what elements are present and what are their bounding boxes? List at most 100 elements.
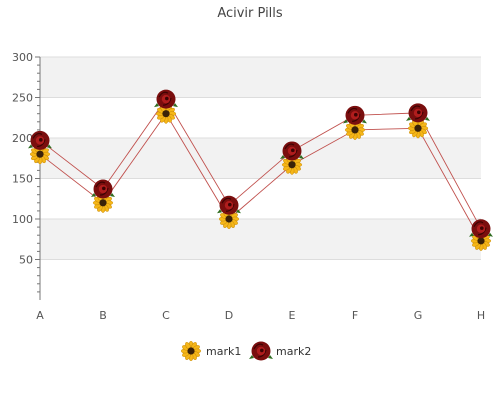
legend-label-2: mark2 bbox=[276, 345, 311, 358]
x-tick-label: A bbox=[36, 309, 44, 322]
data-point-mark2-B bbox=[91, 179, 115, 199]
rose-fold bbox=[351, 114, 361, 122]
y-tick-label: 50 bbox=[19, 254, 33, 267]
series-lines bbox=[39, 98, 482, 242]
rose-core bbox=[39, 138, 43, 142]
rose-leaf bbox=[299, 154, 304, 159]
legend-item-2[interactable]: mark2 bbox=[249, 341, 311, 361]
legend-label-1: mark1 bbox=[206, 345, 241, 358]
rose-core bbox=[228, 202, 232, 207]
rose-core bbox=[354, 112, 358, 117]
rose-icon bbox=[249, 341, 273, 361]
axes: 50 100 150 200 250 300 A B C D E F G H bbox=[12, 51, 485, 322]
data-point-mark2-D bbox=[217, 195, 241, 215]
rose-fold bbox=[162, 97, 172, 106]
plot-band bbox=[40, 219, 481, 260]
rose-leaf bbox=[343, 119, 348, 124]
data-point-mark2-C bbox=[154, 89, 178, 109]
data-point-mark2-F bbox=[343, 105, 367, 125]
data-point-mark2-G bbox=[406, 103, 430, 123]
x-tick-label: B bbox=[99, 309, 107, 322]
y-tick-label: 150 bbox=[12, 173, 33, 186]
data-point-mark1-C bbox=[155, 103, 177, 124]
sunflower-center bbox=[288, 161, 296, 169]
rose-core bbox=[291, 148, 295, 153]
rose-fold bbox=[225, 204, 235, 212]
sunflower-center bbox=[187, 347, 195, 355]
x-tick-label: D bbox=[225, 309, 233, 322]
rose-leaf bbox=[249, 355, 254, 359]
rose-fold bbox=[477, 227, 487, 236]
legend-item-1[interactable]: mark1 bbox=[180, 340, 241, 362]
x-tick-label: E bbox=[289, 309, 296, 322]
plot-band bbox=[40, 57, 481, 98]
rose-fold bbox=[99, 187, 109, 196]
rose-leaf bbox=[268, 355, 273, 359]
sunflower-center bbox=[351, 126, 359, 134]
rose-fold bbox=[36, 139, 46, 148]
sunflower-center bbox=[477, 237, 485, 245]
y-tick-label: 100 bbox=[12, 213, 33, 226]
rose-fold bbox=[95, 181, 106, 188]
sunflower-icon bbox=[180, 340, 202, 362]
rose-fold bbox=[257, 349, 267, 358]
rose-leaf bbox=[488, 232, 493, 237]
sunflower-center bbox=[36, 150, 44, 158]
plot-band bbox=[40, 138, 481, 179]
rose-leaf bbox=[362, 119, 367, 124]
data-point-mark1-A bbox=[29, 144, 51, 165]
rose-core bbox=[260, 348, 264, 353]
rose-fold bbox=[158, 91, 169, 98]
sunflower-center bbox=[162, 110, 170, 118]
rose-core bbox=[480, 226, 484, 230]
data-point-mark2-A bbox=[28, 130, 52, 150]
rose-fold bbox=[410, 105, 421, 112]
rose-leaf bbox=[406, 116, 411, 121]
rose-leaf bbox=[91, 193, 96, 198]
y-tick-label: 300 bbox=[12, 51, 33, 64]
chart-title: Acivir Pills bbox=[217, 6, 283, 21]
x-tick-label: F bbox=[352, 309, 358, 322]
rose-core bbox=[417, 110, 421, 115]
sunflower-center bbox=[225, 215, 233, 223]
plot-bands bbox=[40, 57, 481, 260]
rose-leaf bbox=[280, 154, 285, 159]
x-tick-label: C bbox=[162, 309, 170, 322]
rose-core bbox=[165, 96, 169, 101]
legend-rose-icon bbox=[249, 341, 273, 361]
rose-leaf bbox=[47, 144, 52, 149]
rose-leaf bbox=[28, 144, 33, 149]
rose-leaf bbox=[236, 209, 241, 214]
sunflower-center bbox=[414, 124, 422, 132]
rose-leaf bbox=[469, 232, 474, 237]
rose-leaf bbox=[110, 193, 115, 198]
data-point-mark1-D bbox=[218, 208, 240, 230]
y-tick-label: 250 bbox=[12, 92, 33, 105]
rose-fold bbox=[347, 107, 358, 114]
rose-fold bbox=[221, 197, 232, 204]
rose-leaf bbox=[425, 116, 430, 121]
series-markers bbox=[28, 89, 493, 251]
rose-fold bbox=[414, 111, 424, 120]
data-point-mark2-H bbox=[469, 219, 493, 239]
rose-fold bbox=[32, 132, 43, 139]
rose-leaf bbox=[154, 103, 159, 108]
rose-fold bbox=[253, 343, 264, 350]
data-point-mark2-E bbox=[280, 141, 304, 161]
rose-fold bbox=[473, 221, 484, 228]
rose-fold bbox=[288, 149, 298, 158]
rose-leaf bbox=[173, 103, 178, 108]
series-line-mark2 bbox=[39, 98, 482, 229]
legend: mark1 mark2 bbox=[180, 340, 311, 362]
rose-leaf bbox=[217, 209, 222, 214]
legend-sunflower-icon bbox=[180, 340, 202, 362]
series-line-mark1 bbox=[39, 112, 482, 242]
y-tick-label: 200 bbox=[12, 132, 33, 145]
rose-fold bbox=[284, 143, 295, 150]
sunflower-center bbox=[99, 199, 107, 207]
rose-core bbox=[102, 186, 106, 191]
x-tick-label: G bbox=[414, 309, 423, 322]
x-tick-label: H bbox=[477, 309, 485, 322]
